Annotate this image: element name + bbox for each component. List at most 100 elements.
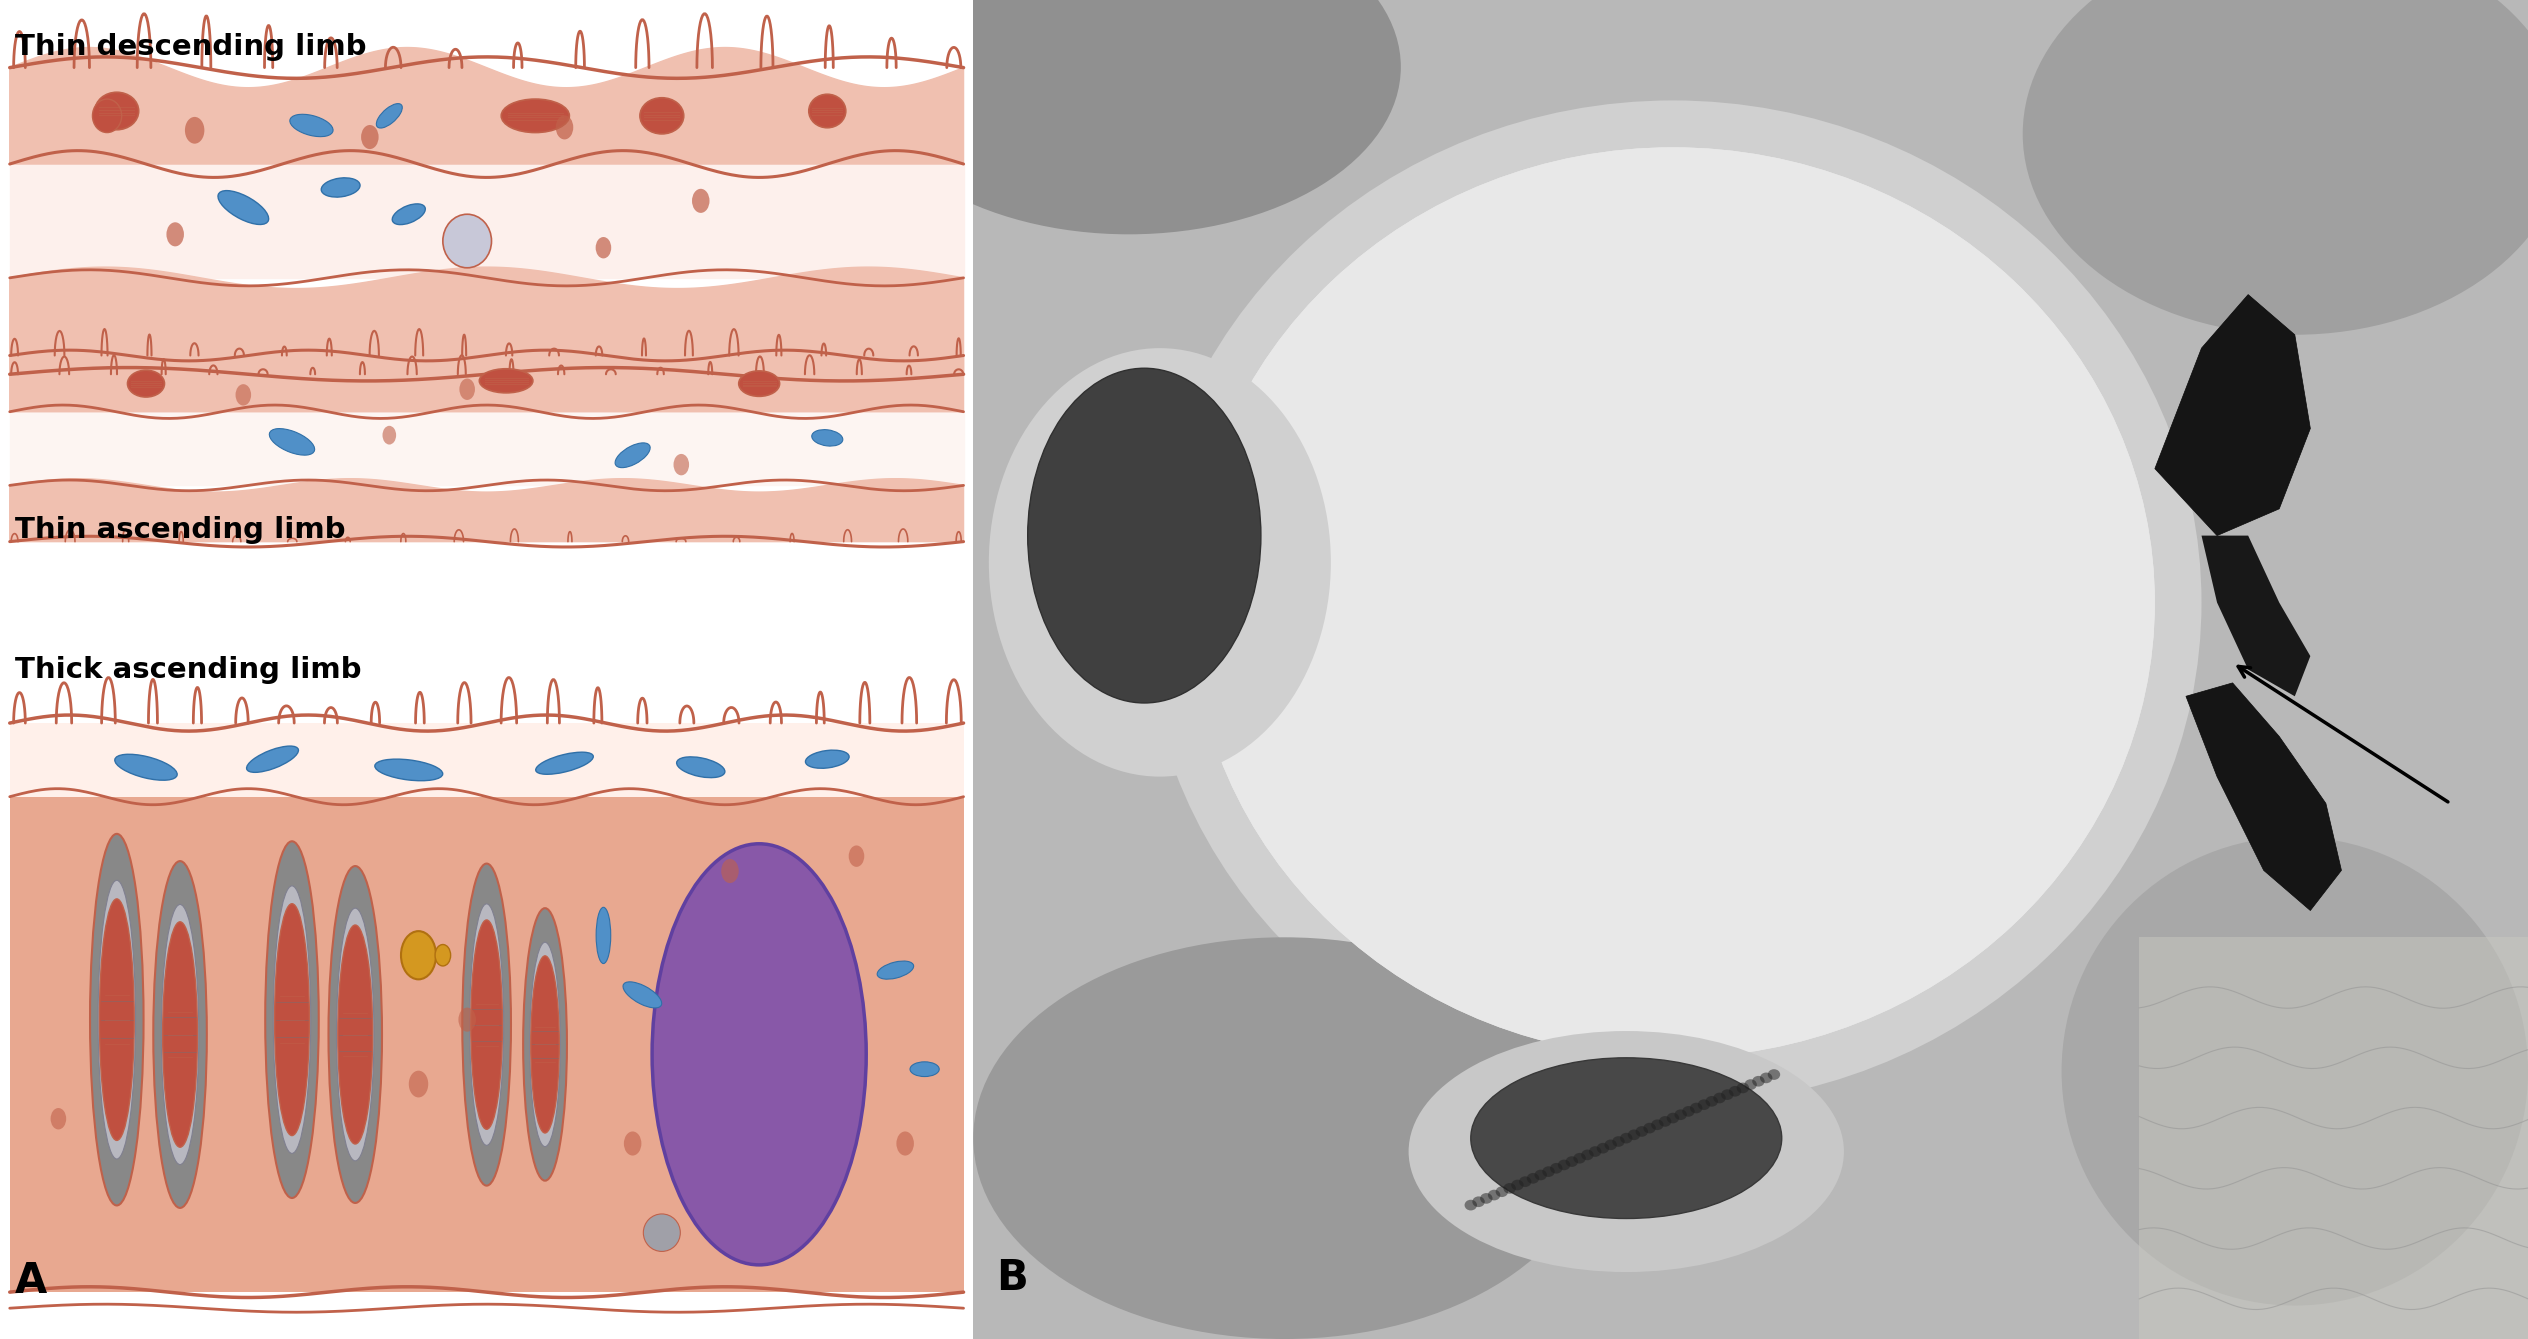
Circle shape (1504, 1184, 1517, 1194)
Ellipse shape (374, 759, 442, 781)
Circle shape (1572, 1153, 1585, 1164)
Circle shape (1636, 1126, 1648, 1137)
Ellipse shape (2022, 0, 2528, 335)
Ellipse shape (265, 841, 319, 1198)
Circle shape (435, 944, 450, 965)
Text: Thin ascending limb: Thin ascending limb (15, 516, 346, 544)
Ellipse shape (114, 754, 177, 781)
Circle shape (1729, 1086, 1742, 1097)
Circle shape (1714, 1093, 1727, 1103)
Circle shape (1512, 1180, 1524, 1190)
Ellipse shape (392, 204, 425, 225)
Bar (10, 797, 109, 1292)
Polygon shape (10, 163, 963, 277)
Polygon shape (10, 348, 963, 411)
Ellipse shape (248, 746, 298, 773)
Bar (10, 797, 101, 1292)
Polygon shape (2154, 295, 2311, 536)
Ellipse shape (99, 880, 137, 1160)
Ellipse shape (811, 430, 842, 446)
Ellipse shape (614, 443, 650, 467)
Ellipse shape (809, 94, 847, 127)
Ellipse shape (339, 925, 372, 1144)
Ellipse shape (336, 908, 374, 1161)
Circle shape (185, 116, 205, 143)
Circle shape (1744, 1079, 1757, 1090)
Polygon shape (10, 411, 963, 485)
Circle shape (1722, 1090, 1734, 1099)
Ellipse shape (94, 99, 121, 133)
Bar (10, 723, 963, 797)
Text: Thick ascending limb: Thick ascending limb (15, 656, 362, 684)
Circle shape (1519, 1176, 1532, 1186)
Ellipse shape (973, 937, 1595, 1339)
Ellipse shape (910, 1062, 940, 1077)
Circle shape (362, 125, 379, 149)
Circle shape (1691, 1103, 1701, 1113)
Ellipse shape (91, 834, 144, 1205)
Circle shape (1752, 1077, 1765, 1087)
Circle shape (1706, 1095, 1719, 1106)
Bar (10, 797, 124, 1292)
Bar (10, 797, 94, 1292)
Ellipse shape (480, 368, 533, 392)
Ellipse shape (738, 371, 779, 396)
Bar (10, 797, 78, 1292)
Circle shape (1550, 1162, 1562, 1173)
Circle shape (1598, 1142, 1610, 1153)
Circle shape (1651, 1119, 1663, 1130)
Circle shape (1527, 1173, 1540, 1184)
Ellipse shape (523, 908, 566, 1181)
Ellipse shape (642, 1214, 680, 1252)
Circle shape (1534, 1170, 1547, 1181)
Circle shape (897, 1131, 915, 1156)
Circle shape (402, 931, 435, 979)
Circle shape (1767, 1069, 1780, 1079)
Circle shape (556, 115, 574, 139)
Polygon shape (10, 268, 963, 374)
Ellipse shape (678, 757, 726, 778)
Ellipse shape (531, 956, 559, 1133)
Ellipse shape (501, 99, 569, 133)
Ellipse shape (1029, 368, 1261, 703)
Polygon shape (10, 48, 963, 163)
Circle shape (458, 1007, 475, 1031)
Ellipse shape (96, 92, 139, 130)
Circle shape (1759, 1073, 1772, 1083)
Circle shape (1489, 1189, 1499, 1200)
Circle shape (1620, 1133, 1633, 1144)
Text: B: B (996, 1257, 1029, 1299)
Text: A: A (15, 1260, 48, 1302)
Bar (10, 797, 33, 1292)
Text: Thin descending limb: Thin descending limb (15, 33, 367, 62)
Circle shape (460, 379, 475, 400)
Ellipse shape (162, 921, 197, 1148)
Ellipse shape (652, 844, 867, 1265)
Circle shape (1666, 1113, 1679, 1123)
Circle shape (167, 222, 185, 246)
Bar (10, 797, 48, 1292)
Ellipse shape (377, 103, 402, 129)
Ellipse shape (857, 0, 1401, 234)
Ellipse shape (2063, 837, 2528, 1306)
Circle shape (1479, 1193, 1492, 1204)
Ellipse shape (1191, 147, 2154, 1058)
Circle shape (51, 1109, 66, 1129)
Circle shape (410, 1071, 427, 1098)
Ellipse shape (463, 864, 511, 1185)
Circle shape (1565, 1156, 1577, 1166)
Circle shape (1674, 1109, 1686, 1119)
Ellipse shape (276, 904, 308, 1135)
Circle shape (720, 860, 738, 884)
Circle shape (1580, 1149, 1593, 1160)
Ellipse shape (126, 370, 164, 396)
Polygon shape (2202, 536, 2311, 696)
Circle shape (672, 454, 690, 475)
Bar (10, 797, 116, 1292)
Circle shape (1464, 1200, 1476, 1210)
Circle shape (1471, 1197, 1484, 1208)
Bar (10, 703, 963, 1312)
Bar (10, 797, 963, 1292)
Circle shape (1737, 1082, 1749, 1093)
Ellipse shape (442, 214, 490, 268)
